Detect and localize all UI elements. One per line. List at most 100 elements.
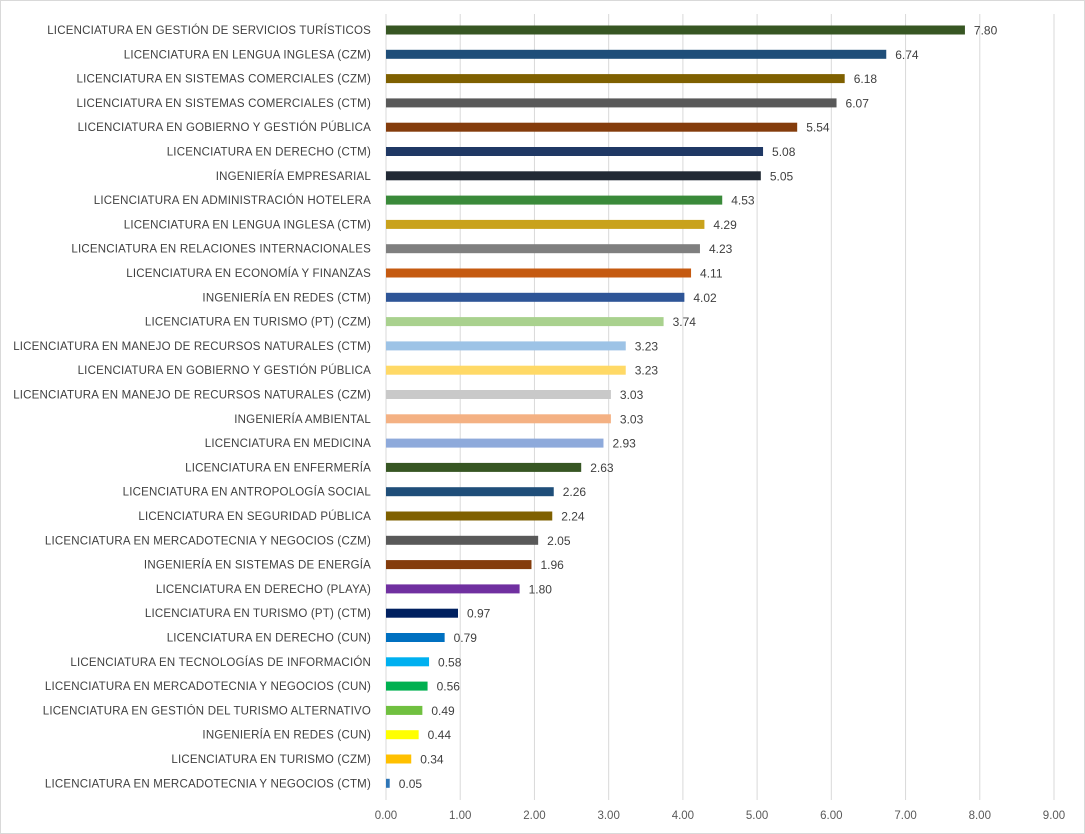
data-label: 2.93 — [612, 437, 636, 451]
category-label: LICENCIATURA EN ECONOMÍA Y FINANZAS — [126, 267, 371, 280]
category-label: LICENCIATURA EN SISTEMAS COMERCIALES (CT… — [77, 98, 371, 110]
value-labels: 7.80 6.74 6.18 6.07 5.54 5.08 5.05 4.53 4.29 4.23… — [399, 24, 998, 791]
category-label: LICENCIATURA EN LENGUA INGLESA (CZM) — [124, 49, 371, 61]
category-label: LICENCIATURA EN SEGURIDAD PÚBLICA — [138, 510, 371, 523]
bar — [386, 754, 412, 764]
data-label: 0.56 — [437, 680, 461, 694]
category-labels: LICENCIATURA EN GESTIÓN DE SERVICIOS TUR… — [13, 24, 371, 790]
bar — [386, 633, 445, 642]
category-label: LICENCIATURA EN ANTROPOLOGÍA SOCIAL — [123, 486, 372, 499]
data-label: 4.23 — [709, 242, 733, 256]
category-label: LICENCIATURA EN GOBIERNO Y GESTIÓN PÚBLI… — [78, 121, 372, 134]
data-label: 2.26 — [563, 485, 587, 499]
x-axis-ticks: 0.00 1.00 2.00 3.00 4.00 5.00 6.00 7.00 8.00 9.00 — [375, 810, 1065, 822]
x-tick-label: 8.00 — [969, 810, 991, 822]
category-label: LICENCIATURA EN MERCADOTECNIA Y NEGOCIOS… — [45, 535, 371, 547]
category-label: LICENCIATURA EN DERECHO (CUN) — [167, 633, 371, 645]
data-label: 4.53 — [731, 194, 755, 208]
data-label: 6.07 — [846, 96, 870, 110]
data-label: 5.08 — [772, 145, 796, 159]
category-label: LICENCIATURA EN SISTEMAS COMERCIALES (CZ… — [77, 74, 371, 86]
data-label: 5.54 — [806, 121, 830, 135]
category-label: LICENCIATURA EN GOBIERNO Y GESTIÓN PÚBLI… — [78, 364, 372, 377]
bar — [386, 681, 428, 691]
bar — [386, 438, 604, 448]
bar — [386, 535, 539, 545]
x-tick-label: 5.00 — [746, 810, 768, 822]
data-label: 6.74 — [895, 48, 919, 62]
data-label: 2.63 — [590, 461, 614, 475]
bar — [386, 705, 423, 715]
category-label: INGENIERÍA EMPRESARIAL — [216, 170, 372, 183]
data-label: 4.11 — [700, 267, 723, 281]
category-label: INGENIERÍA EN REDES (CUN) — [202, 729, 371, 742]
category-label: LICENCIATURA EN RELACIONES INTERNACIONAL… — [71, 244, 371, 256]
category-label: LICENCIATURA EN MERCADOTECNIA Y NEGOCIOS… — [45, 681, 371, 693]
bar — [386, 25, 965, 35]
category-label: LICENCIATURA EN TURISMO (CZM) — [171, 754, 371, 766]
data-label: 3.03 — [620, 412, 644, 426]
data-label: 6.18 — [854, 72, 878, 86]
data-label: 0.44 — [428, 728, 452, 742]
bar — [386, 730, 419, 740]
bar — [386, 244, 700, 254]
category-label: LICENCIATURA EN GESTIÓN DE SERVICIOS TUR… — [47, 24, 371, 37]
data-label: 0.05 — [399, 777, 423, 791]
data-label: 5.05 — [770, 169, 794, 183]
data-label: 3.23 — [635, 364, 659, 378]
x-tick-label: 2.00 — [523, 810, 545, 822]
data-label: 0.79 — [454, 631, 478, 645]
bar — [386, 511, 553, 521]
bar — [386, 122, 798, 132]
bar — [386, 462, 582, 472]
category-label: LICENCIATURA EN TECNOLOGÍAS DE INFORMACI… — [70, 656, 371, 669]
bar — [386, 657, 430, 667]
x-tick-label: 9.00 — [1043, 810, 1065, 822]
category-label: LICENCIATURA EN TURISMO (PT) (CZM) — [145, 317, 371, 329]
category-label: LICENCIATURA EN ADMINISTRACIÓN HOTELERA — [94, 194, 371, 207]
bar — [386, 171, 761, 181]
bar — [386, 341, 626, 351]
bar — [386, 414, 611, 424]
data-label: 1.80 — [529, 582, 553, 596]
category-label: INGENIERÍA AMBIENTAL — [234, 413, 371, 426]
category-label: LICENCIATURA EN MEDICINA — [205, 438, 371, 450]
bars — [386, 25, 965, 788]
category-label: LICENCIATURA EN ENFERMERÍA — [185, 461, 371, 474]
data-label: 3.23 — [635, 339, 659, 353]
data-label: 3.03 — [620, 388, 644, 402]
gridlines — [385, 14, 1055, 800]
data-label: 0.97 — [467, 607, 491, 621]
bar — [386, 778, 390, 788]
bar — [386, 390, 611, 399]
category-label: LICENCIATURA EN TURISMO (PT) (CTM) — [145, 608, 371, 620]
category-label: INGENIERÍA EN REDES (CTM) — [202, 291, 371, 304]
category-label: LICENCIATURA EN MANEJO DE RECURSOS NATUR… — [13, 390, 371, 402]
data-label: 7.80 — [974, 24, 998, 38]
bar — [386, 98, 837, 108]
data-label: 0.49 — [431, 704, 455, 718]
data-label: 2.24 — [561, 510, 585, 524]
bar — [386, 584, 520, 594]
data-label: 1.96 — [540, 558, 564, 572]
bar — [386, 365, 626, 375]
data-label: 4.02 — [693, 291, 717, 305]
x-tick-label: 3.00 — [597, 810, 619, 822]
bar — [386, 292, 685, 302]
data-label: 0.58 — [438, 655, 462, 669]
bar — [386, 195, 723, 205]
category-label: LICENCIATURA EN MERCADOTECNIA Y NEGOCIOS… — [45, 778, 371, 790]
x-tick-label: 4.00 — [672, 810, 694, 822]
bar — [386, 219, 705, 229]
category-label: LICENCIATURA EN MANEJO DE RECURSOS NATUR… — [13, 341, 371, 353]
x-tick-label: 6.00 — [820, 810, 842, 822]
bar — [386, 74, 845, 84]
category-label: INGENIERÍA EN SISTEMAS DE ENERGÍA — [144, 559, 371, 572]
bar — [386, 560, 532, 570]
bar — [386, 49, 887, 59]
category-label: LICENCIATURA EN DERECHO (CTM) — [167, 147, 371, 159]
bar — [386, 147, 764, 156]
bar — [386, 487, 554, 497]
bar — [386, 268, 692, 278]
